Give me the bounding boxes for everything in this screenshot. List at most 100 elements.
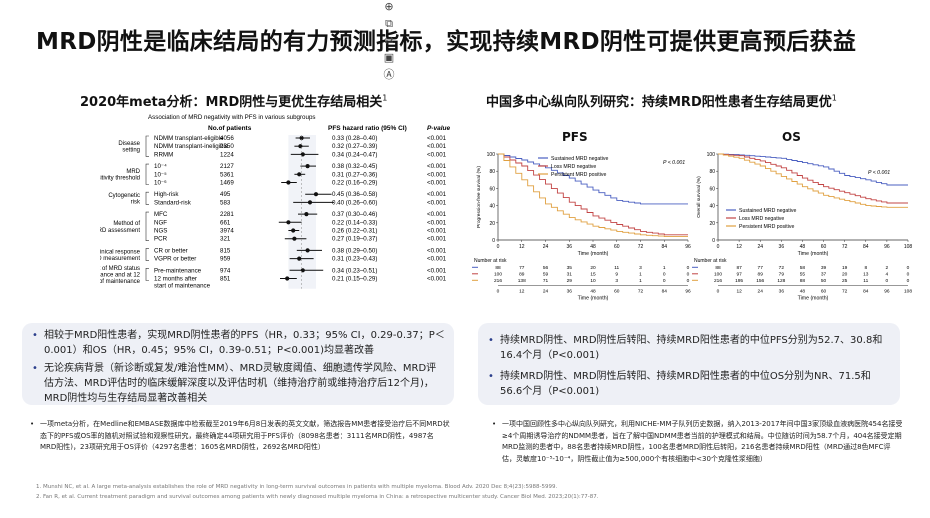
forest-row-p: <0.001 [427, 171, 447, 178]
forest-point [286, 220, 291, 225]
km-risk-tick-label: 0 [717, 289, 720, 295]
forest-row-hr: 0.32 (0.27–0.39) [332, 143, 377, 150]
km-risk-value: 0 [687, 272, 690, 278]
forest-row-hr: 0.22 (0.16–0.29) [332, 180, 377, 187]
km-risk-value: 216 [714, 278, 722, 284]
km-risk-tick-label: 12 [519, 289, 525, 295]
forest-group-label: Measurement of MRD status [100, 266, 140, 272]
left-footnote: • 一项meta分析，在Medline和EMBASE数据库中检索截至2019年6… [30, 419, 450, 454]
km-x-tick-label: 96 [685, 244, 691, 250]
forest-col-p: P-value [427, 125, 451, 132]
forest-row-hr: 0.45 (0.36–0.58) [332, 191, 377, 198]
km-risk-value: 128 [777, 278, 785, 284]
km-risk-axis-label: Time (month) [578, 296, 609, 302]
km-risk-tick-label: 24 [543, 289, 549, 295]
forest-group-bracket [145, 268, 149, 281]
km-risk-value: 58 [800, 265, 806, 271]
forest-row-hr: 0.31 (0.23–0.43) [332, 256, 377, 263]
bullet-dot-icon: • [32, 363, 38, 374]
km-risk-tick-label: 84 [863, 289, 869, 295]
forest-row-hr: 0.34 (0.24–0.47) [332, 151, 377, 158]
km-risk-value: 15 [590, 272, 596, 278]
km-risk-tick-label: 96 [685, 289, 691, 295]
forest-row-p: <0.001 [427, 143, 447, 150]
km-legend-label: Sustained MRD negative [739, 208, 796, 214]
forest-point [305, 248, 310, 253]
forest-group-label: Cytogenetic [108, 193, 140, 199]
forest-group-label: months after start of maintenance [100, 279, 141, 285]
reference-2: 2. Fan R, et al. Current treatment parad… [36, 494, 599, 500]
forest-point [307, 200, 313, 205]
km-risk-value: 29 [567, 278, 573, 284]
forest-plot: Association of MRD negativity with PFS i… [100, 110, 460, 328]
forest-row-label: CR or better [154, 247, 188, 254]
forest-group-label: setting [122, 148, 140, 154]
km-risk-value: 37 [821, 272, 827, 278]
forest-point [285, 276, 290, 281]
left-footnote-text: 一项meta分析，在Medline和EMBASE数据库中检索截至2019年6月8… [40, 420, 450, 451]
km-risk-value: 13 [863, 272, 869, 278]
forest-row-label: 12 months after [154, 276, 197, 283]
forest-row-hr: 0.33 (0.28–0.40) [332, 135, 377, 142]
bullet-dot-icon: • [488, 335, 494, 346]
forest-group-label: Disease [118, 141, 140, 147]
km-x-axis-label: Time (month) [798, 251, 829, 257]
forest-row-label: Standard-risk [154, 199, 192, 206]
km-risk-value: 35 [567, 265, 573, 271]
km-risk-value: 97 [736, 272, 742, 278]
km-curve-0 [498, 153, 688, 205]
km-y-axis-label: Progression-free survival (%) [476, 166, 482, 228]
km-risk-value: 1 [663, 265, 666, 271]
km-risk-tick-label: 12 [736, 289, 742, 295]
km-x-tick-label: 12 [519, 244, 525, 250]
km-pfs-panel: PFS 0 20 40 60 80 100 0 12 24 36 48 60 72 84 96 Time (m… [470, 118, 702, 326]
text-select-icon[interactable]: Ⓐ [383, 68, 395, 81]
km-risk-value: 100 [714, 272, 722, 278]
km-curve-1 [718, 153, 908, 204]
left-bullet-1-text: 相较于MRD阳性患者，实现MRD阴性患者的PFS（HR，0.33；95% CI，… [44, 330, 445, 356]
km-pfs-title: PFS [562, 130, 588, 144]
right-subtitle-ref: 1 [831, 93, 837, 103]
forest-band [288, 135, 316, 289]
forest-point [286, 180, 291, 185]
forest-point [304, 212, 309, 217]
forest-row-label: NDMM transplant-ineligible [154, 143, 229, 150]
km-y-tick-label: 100 [487, 152, 496, 158]
forest-row-p: <0.001 [427, 163, 447, 170]
forest-row-n: 2281 [220, 211, 234, 218]
forest-row-label: PCR [154, 236, 168, 243]
forest-group-label: MRD assessment [100, 228, 140, 234]
forest-row-n: 974 [220, 267, 231, 274]
floating-toolbar: ⊕ ⧉ ⇄ ▣ Ⓐ [380, 0, 398, 86]
km-risk-value: 1 [639, 278, 642, 284]
forest-col-hr: PFS hazard ratio (95% CI) [328, 125, 407, 132]
right-footnote: • 一项中国回顾性多中心纵向队列研究，利用NICHE-MM子队列历史数据，纳入2… [492, 419, 904, 465]
forest-group-bracket [145, 191, 149, 205]
km-risk-value: 0 [663, 272, 666, 278]
km-risk-tick-label: 36 [567, 289, 573, 295]
right-bullet-2: • 持续MRD阴性、MRD阴性后转阳、持续MRD阳性患者的中位OS分别为NR、7… [488, 369, 890, 399]
km-x-axis-label: Time (month) [578, 251, 609, 257]
km-risk-tick-label: 24 [758, 289, 764, 295]
forest-row-n: 583 [220, 199, 231, 206]
forest-group-label: pre-maintenance and at 12 [100, 273, 141, 279]
forest-row-label: High-risk [154, 191, 179, 198]
forest-point [297, 256, 302, 261]
forest-row-hr: 0.21 (0.15–0.29) [332, 276, 377, 283]
km-y-axis-label: Overall survival (%) [696, 176, 702, 218]
forest-row-label: start of maintenance [154, 283, 211, 290]
forest-row-hr: 0.38 (0.29–0.50) [332, 247, 377, 254]
forest-row-label: NGF [154, 219, 167, 226]
copy-icon[interactable]: ⧉ [385, 17, 393, 30]
bullet-dot-icon: • [32, 330, 38, 341]
left-bullet-2: • 无论疾病背景（新诊断或复发/难治性MM）、MRD灵敏度阈值、细胞遗传学风险、… [32, 361, 446, 406]
zoom-icon[interactable]: ⊕ [384, 0, 394, 13]
translate-icon[interactable]: ⇄ [384, 34, 394, 47]
forest-row-n: 851 [220, 276, 231, 283]
image-icon[interactable]: ▣ [383, 51, 395, 64]
left-bullet-1: • 相较于MRD阳性患者，实现MRD阴性患者的PFS（HR，0.33；95% C… [32, 328, 446, 358]
km-risk-value: 11 [614, 265, 619, 271]
km-risk-tick-label: 36 [779, 289, 785, 295]
